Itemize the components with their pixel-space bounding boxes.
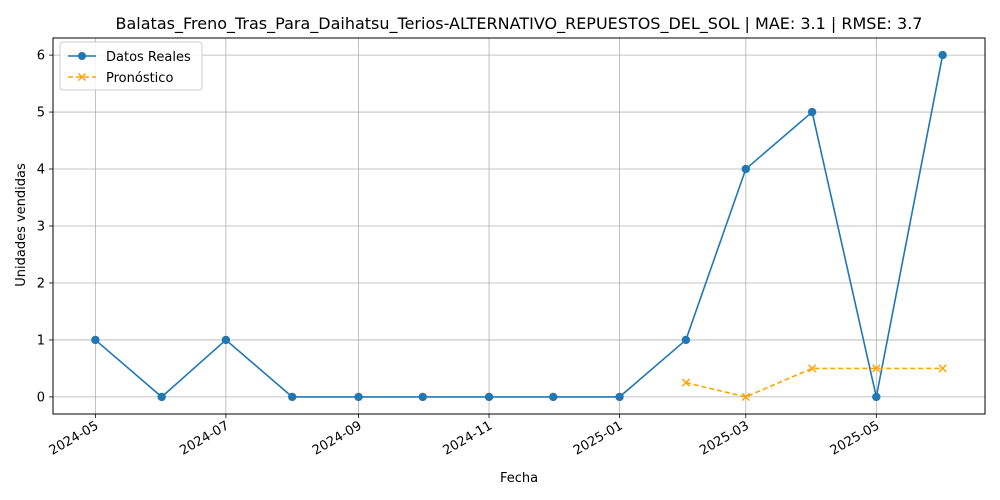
legend-box	[59, 41, 203, 91]
chart-title: Balatas_Freno_Tras_Para_Daihatsu_Terios-…	[116, 14, 923, 34]
data-point-marker	[354, 392, 363, 402]
y-tick-label: 3	[37, 220, 45, 235]
data-point-marker	[484, 392, 494, 402]
forecast-point-marker	[681, 378, 691, 387]
y-tick-label: 0	[37, 390, 45, 405]
data-point-marker	[938, 50, 947, 60]
data-point-marker	[807, 107, 817, 117]
data-point-marker	[741, 164, 750, 174]
grid-lines	[53, 38, 985, 414]
y-tick-label: 2	[37, 276, 45, 291]
legend: Datos Reales Pronóstico	[59, 41, 203, 91]
data-point-marker	[91, 335, 100, 345]
y-tick-label: 4	[37, 163, 45, 178]
x-axis-label: Fecha	[500, 471, 538, 486]
data-point-marker	[615, 392, 624, 402]
data-point-marker	[681, 335, 691, 345]
series-layer	[91, 50, 947, 402]
y-axis-label: Unidades vendidas	[14, 163, 29, 287]
data-point-marker	[549, 392, 558, 402]
forecast-point-marker	[807, 364, 817, 373]
legend-marker-pronostico	[77, 72, 87, 82]
series-line-1	[685, 367, 943, 398]
series-line-0	[94, 54, 944, 398]
y-tick-label: 6	[37, 49, 45, 64]
data-point-marker	[157, 392, 166, 402]
forecast-point-marker	[938, 364, 947, 373]
data-point-marker	[288, 392, 297, 402]
legend-label-datos-reales: Datos Reales	[106, 50, 191, 65]
data-point-marker	[872, 392, 881, 402]
data-point-marker	[221, 335, 231, 345]
forecast-point-marker	[872, 364, 881, 373]
legend-label-pronostico: Pronóstico	[106, 71, 173, 86]
y-tick-label: 5	[37, 106, 45, 121]
forecast-point-marker	[741, 392, 750, 402]
data-point-marker	[418, 392, 427, 402]
y-tick-label: 1	[37, 333, 45, 348]
legend-marker-datos-reales	[78, 52, 86, 60]
